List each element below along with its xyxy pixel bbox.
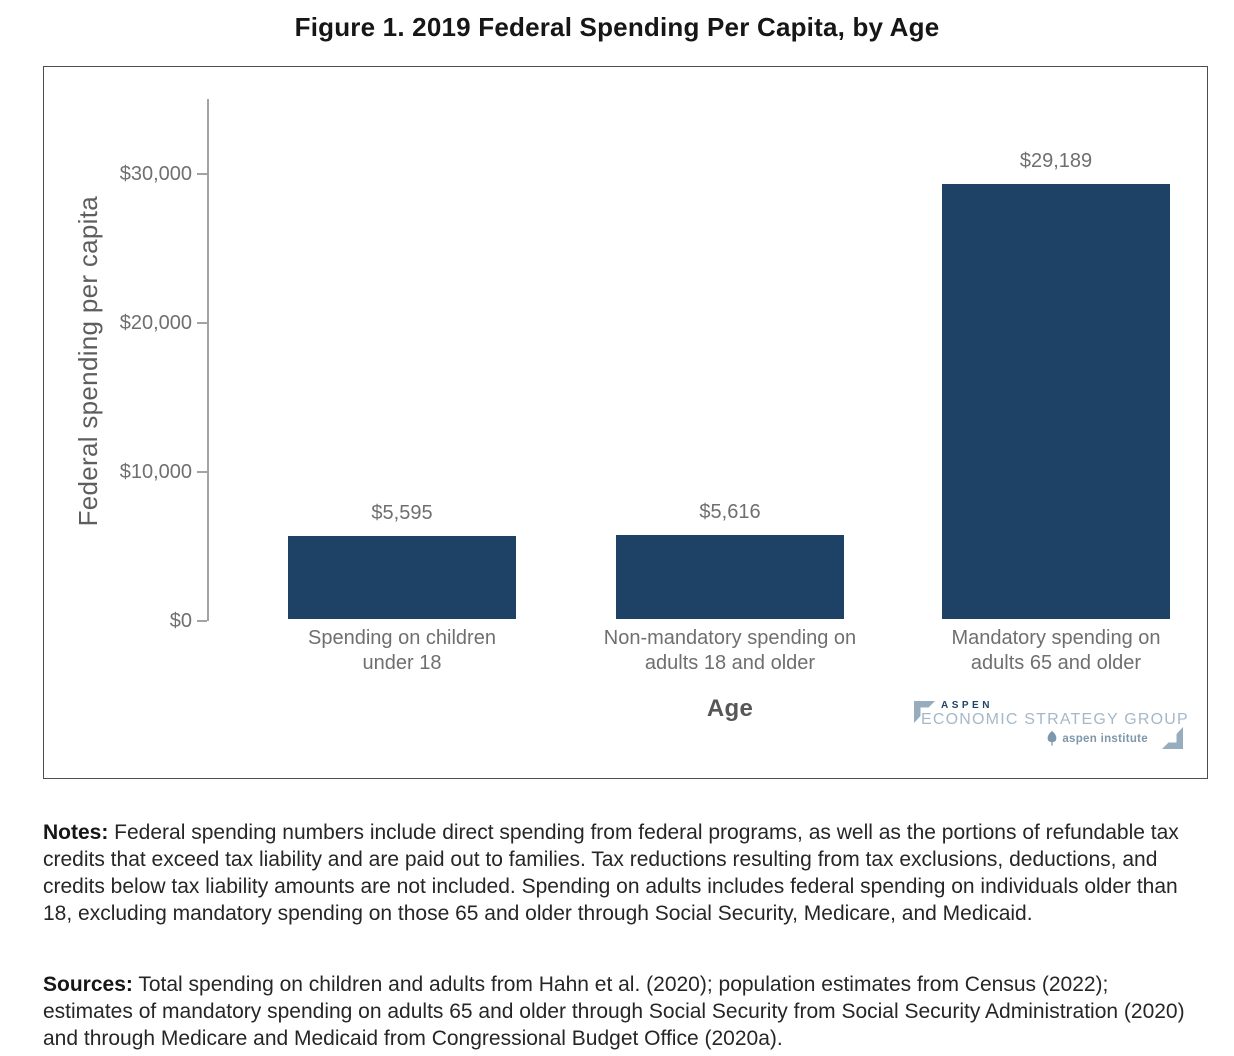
logo-corner-bracket-top-left-icon bbox=[914, 701, 935, 723]
y-tick-mark-0 bbox=[197, 620, 207, 622]
bar-mandatory-adults-65-older bbox=[942, 184, 1170, 619]
bar-children-under-18 bbox=[288, 535, 516, 619]
logo-aspen-institute: aspen institute bbox=[1046, 731, 1148, 746]
aspen-leaf-icon bbox=[1047, 731, 1057, 746]
sources-label: Sources: bbox=[43, 973, 133, 996]
y-tick-label-10000: $10,000 bbox=[119, 461, 192, 483]
chart-frame: Federal spending per capita $0 $10,000 $… bbox=[43, 66, 1208, 779]
bar-value-label: $5,595 bbox=[371, 501, 433, 524]
y-tick-mark-20000 bbox=[197, 322, 207, 324]
y-tick-label-30000: $30,000 bbox=[119, 163, 192, 185]
logo-aspen-text: ASPEN bbox=[941, 700, 993, 711]
x-category-label-adults: Non-mandatory spending on adults 18 and … bbox=[603, 627, 857, 674]
y-axis-line bbox=[207, 99, 209, 621]
notes-paragraph: Notes: Federal spending numbers include … bbox=[43, 819, 1198, 927]
x-axis-title: Age bbox=[706, 695, 754, 722]
y-tick-label-20000: $20,000 bbox=[119, 312, 192, 334]
bar-value-label: $5,616 bbox=[699, 501, 761, 524]
sources-paragraph: Sources: Total spending on children and … bbox=[43, 971, 1198, 1052]
sources-text: Total spending on children and adults fr… bbox=[43, 973, 1185, 1050]
y-tick-mark-30000 bbox=[197, 173, 207, 175]
bar-group-adults-nonmandatory: $5,616 Non-mandatory spending on adults … bbox=[604, 501, 856, 674]
logo-corner-bracket-bottom-right-icon bbox=[1162, 727, 1183, 749]
y-tick-mark-10000 bbox=[197, 471, 207, 473]
bar-value-label: $29,189 bbox=[1019, 150, 1093, 173]
aspen-esg-logo: ASPEN ECONOMIC STRATEGY GROUP aspen inst… bbox=[912, 699, 1189, 751]
figure-title: Figure 1. 2019 Federal Spending Per Capi… bbox=[294, 12, 940, 42]
notes-label: Notes: bbox=[43, 821, 109, 844]
x-category-label-seniors: Mandatory spending on adults 65 and olde… bbox=[951, 627, 1161, 674]
bar-group-children: $5,595 Spending on children under 18 bbox=[288, 501, 516, 674]
logo-economic-strategy-group-text: ECONOMIC STRATEGY GROUP bbox=[921, 711, 1189, 728]
x-category-label-children: Spending on children under 18 bbox=[308, 627, 496, 674]
bar-group-seniors-mandatory: $29,189 Mandatory spending on adults 65 … bbox=[942, 150, 1170, 674]
y-tick-label-0: $0 bbox=[169, 610, 192, 632]
bar-nonmandatory-adults-18-older bbox=[616, 535, 844, 619]
notes-text: Federal spending numbers include direct … bbox=[43, 821, 1179, 925]
